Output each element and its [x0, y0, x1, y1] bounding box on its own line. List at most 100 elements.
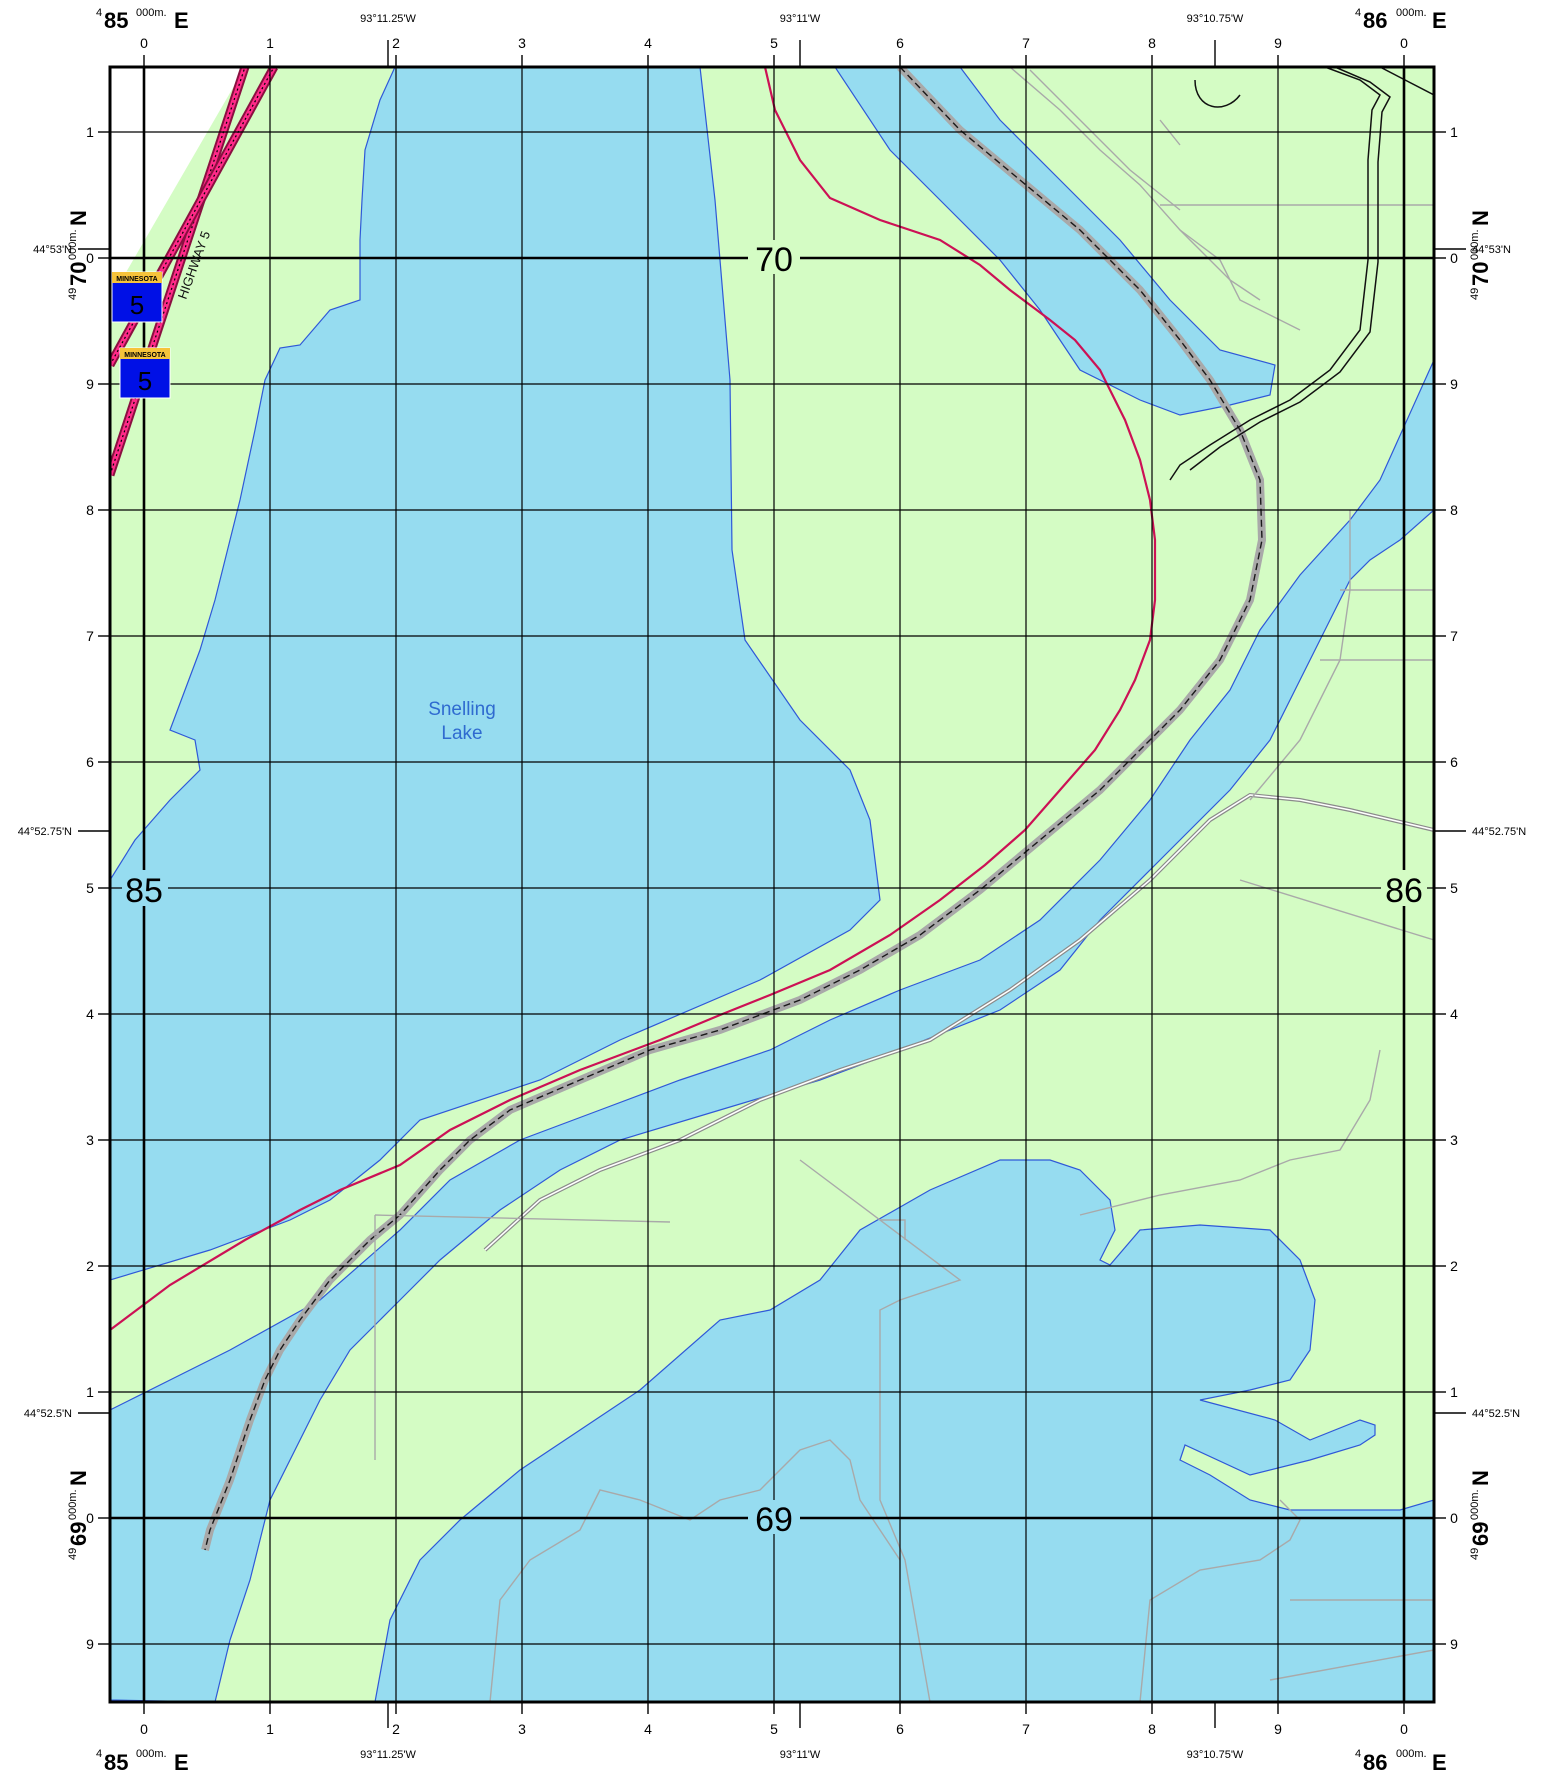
shield-state-text: MINNESOTA: [124, 352, 165, 359]
svg-text:7: 7: [86, 628, 94, 644]
latitude-label: 44°53'N: [1472, 244, 1511, 256]
svg-text:1: 1: [1450, 124, 1458, 140]
easting-tick-label: 9: [1274, 35, 1282, 51]
svg-text:N: N: [1468, 1470, 1493, 1486]
corner-easting-top-right: 4 86 000m. E: [1355, 7, 1447, 33]
svg-text:000m.: 000m.: [1396, 1748, 1427, 1760]
svg-text:8: 8: [1450, 502, 1458, 518]
svg-text:49: 49: [67, 288, 79, 300]
svg-text:86: 86: [1363, 8, 1387, 33]
svg-text:1: 1: [86, 1384, 94, 1400]
svg-text:6: 6: [1450, 754, 1458, 770]
svg-text:5: 5: [86, 880, 94, 896]
latitude-label: 44°52.5'N: [1472, 1408, 1520, 1420]
svg-text:6: 6: [86, 754, 94, 770]
svg-text:4: 4: [1450, 1006, 1458, 1022]
railway-centerline: [204, 67, 1263, 1551]
easting-tick-label: 6: [896, 1721, 904, 1737]
northing-labels-left: 1 0 9 8 7 6 5 4 3 2 1 0 9: [86, 124, 94, 1652]
easting-tick-label: 0: [1400, 35, 1408, 51]
svg-text:000m.: 000m.: [67, 1489, 79, 1520]
longitude-label: 93°10.75'W: [1187, 1749, 1244, 1761]
longitude-label: 93°11.25'W: [360, 13, 416, 25]
svg-text:E: E: [1432, 8, 1447, 33]
easting-tick-label: 4: [644, 1721, 652, 1737]
latitude-label: 44°52.5'N: [24, 1408, 72, 1420]
easting-tick-label: 1: [266, 1721, 274, 1737]
svg-text:5: 5: [1450, 880, 1458, 896]
easting-tick-label: 5: [770, 1721, 778, 1737]
longitude-label: 93°10.75'W: [1187, 13, 1244, 25]
svg-text:N: N: [1468, 210, 1493, 226]
svg-text:3: 3: [86, 1132, 94, 1148]
svg-text:49: 49: [67, 1548, 79, 1560]
easting-tick-label: 3: [518, 35, 526, 51]
svg-text:E: E: [174, 8, 189, 33]
shield-number: 5: [130, 290, 144, 320]
svg-text:9: 9: [1450, 1636, 1458, 1652]
latitude-label: 44°52.75'N: [18, 826, 72, 838]
red-road: [110, 67, 1157, 1331]
svg-text:69: 69: [66, 1522, 91, 1546]
svg-text:9: 9: [86, 1636, 94, 1652]
svg-text:1: 1: [1450, 1384, 1458, 1400]
corner-easting-bottom-left: 4 85 000m. E: [96, 1748, 189, 1775]
easting-labels-bottom: 0 1 2 3 4 5 6 7 8 9 0: [140, 1721, 1408, 1737]
svg-text:9: 9: [86, 376, 94, 392]
easting-tick-label: 2: [392, 35, 400, 51]
svg-text:86: 86: [1363, 1750, 1387, 1775]
lake-label: Lake: [441, 723, 482, 744]
easting-tick-label: 8: [1148, 1721, 1156, 1737]
longitude-label: 93°11.25'W: [360, 1749, 416, 1761]
svg-text:49: 49: [1469, 288, 1481, 300]
easting-tick-label: 1: [266, 35, 274, 51]
svg-text:85: 85: [104, 8, 128, 33]
grid-label-70: 70: [755, 241, 793, 279]
route-shield: MINNESOTA 5: [111, 271, 163, 323]
svg-text:000m.: 000m.: [1469, 229, 1481, 260]
svg-text:49: 49: [1469, 1548, 1481, 1560]
longitude-label: 93°11'W: [780, 1749, 821, 1761]
easting-tick-label: 0: [140, 35, 148, 51]
svg-text:4: 4: [86, 1006, 94, 1022]
svg-text:4: 4: [1355, 1748, 1361, 1760]
easting-tick-label: 0: [1400, 1721, 1408, 1737]
map-body: [110, 67, 1434, 1702]
svg-text:4: 4: [96, 1748, 102, 1760]
svg-text:85: 85: [104, 1750, 128, 1775]
svg-text:0: 0: [1450, 250, 1458, 266]
easting-tick-label: 7: [1022, 35, 1030, 51]
easting-tick-label: 6: [896, 35, 904, 51]
svg-text:4: 4: [1355, 7, 1361, 19]
easting-tick-label: 2: [392, 1721, 400, 1737]
route-shield: MINNESOTA 5: [119, 347, 171, 399]
svg-text:0: 0: [1450, 1510, 1458, 1526]
northing-major-right-70: 49 70 000m. N: [1468, 210, 1493, 300]
river-water: [110, 359, 1434, 1702]
lake-label: Snelling: [428, 699, 496, 720]
shield-state-text: MINNESOTA: [116, 276, 157, 283]
svg-text:000m.: 000m.: [67, 229, 79, 260]
easting-tick-label: 4: [644, 35, 652, 51]
svg-text:2: 2: [86, 1258, 94, 1274]
svg-text:000m.: 000m.: [136, 1748, 167, 1760]
easting-tick-label: 0: [140, 1721, 148, 1737]
grid-label-69: 69: [755, 1501, 793, 1539]
longitude-label: 93°11'W: [780, 13, 821, 25]
svg-text:000m.: 000m.: [1469, 1489, 1481, 1520]
svg-text:70: 70: [1468, 262, 1493, 286]
easting-tick-label: 9: [1274, 1721, 1282, 1737]
svg-text:4: 4: [96, 7, 102, 19]
grid-label-86: 86: [1385, 872, 1423, 910]
svg-text:E: E: [1432, 1750, 1447, 1775]
svg-text:70: 70: [66, 262, 91, 286]
northing-labels-right: 1 0 9 8 7 6 5 4 3 2 1 0 9: [1450, 124, 1458, 1652]
easting-tick-label: 8: [1148, 35, 1156, 51]
frame-ticks: [78, 40, 1466, 1728]
easting-tick-label: 7: [1022, 1721, 1030, 1737]
shield-number: 5: [138, 366, 152, 396]
svg-text:69: 69: [1468, 1522, 1493, 1546]
svg-text:N: N: [66, 210, 91, 226]
corner-easting-bottom-right: 4 86 000m. E: [1355, 1748, 1447, 1775]
svg-text:1: 1: [86, 124, 94, 140]
